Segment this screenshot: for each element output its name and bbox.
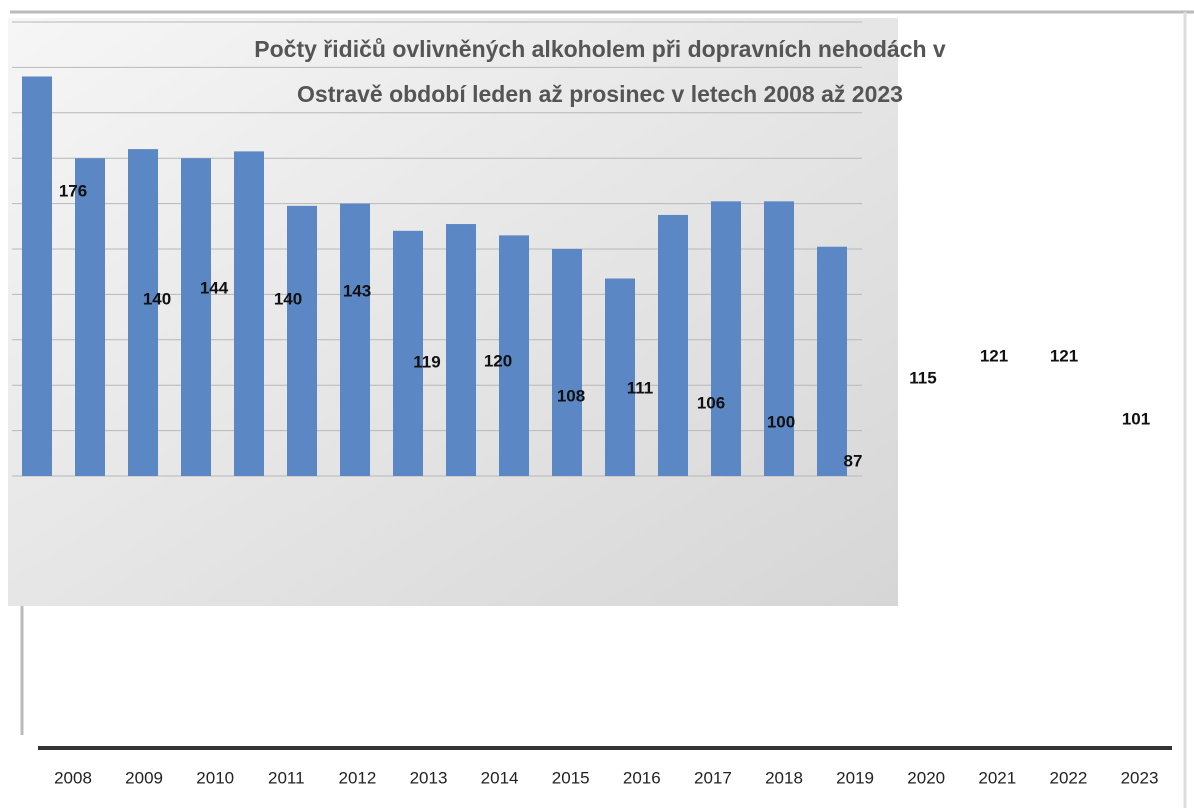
bar [75, 158, 105, 476]
bar [711, 201, 741, 476]
value-label: 176 [59, 181, 87, 200]
x-tick-label: 2012 [338, 768, 376, 787]
value-label: 119 [413, 352, 440, 371]
bar [287, 205, 317, 476]
x-tick-label: 2009 [125, 768, 163, 787]
x-tick-label: 2016 [623, 768, 661, 787]
x-tick-label: 2017 [694, 768, 732, 787]
bar [552, 249, 582, 476]
bar [605, 278, 635, 476]
x-tick-label: 2015 [552, 768, 590, 787]
x-tick-label: 2018 [765, 768, 803, 787]
bar [658, 214, 688, 476]
bar [340, 203, 370, 476]
value-label: 115 [909, 368, 936, 387]
value-label: 101 [1122, 409, 1150, 428]
x-tick-label: 2022 [1049, 768, 1087, 787]
bar [764, 201, 794, 476]
value-label: 106 [697, 393, 725, 412]
value-label: 144 [200, 278, 229, 297]
value-label: 108 [557, 386, 585, 405]
x-tick-label: 2010 [196, 768, 234, 787]
value-label: 111 [627, 378, 654, 397]
bar [234, 151, 264, 476]
bar [393, 230, 423, 476]
x-tick-label: 2023 [1121, 768, 1159, 787]
x-tick-label: 2020 [907, 768, 945, 787]
value-label: 143 [343, 281, 371, 300]
x-tick-label: 2021 [978, 768, 1016, 787]
bar [817, 246, 847, 476]
bar [128, 149, 158, 476]
chart-title: Počty řidičů ovlivněných alkoholem při d… [254, 36, 946, 62]
chart-title: Ostravě období leden až prosinec v letec… [297, 81, 903, 107]
bar [446, 224, 476, 476]
x-tick-label: 2008 [54, 768, 92, 787]
value-label: 100 [767, 412, 795, 431]
bar [22, 76, 52, 476]
bar [181, 158, 211, 476]
x-tick-label: 2011 [268, 768, 305, 787]
value-label: 87 [844, 451, 863, 470]
value-label: 140 [274, 289, 302, 308]
value-label: 121 [980, 346, 1008, 365]
value-label: 121 [1050, 346, 1078, 365]
value-label: 120 [484, 351, 512, 370]
x-tick-label: 2014 [481, 768, 519, 787]
bar [499, 235, 529, 476]
value-label: 140 [143, 289, 171, 308]
x-tick-label: 2019 [836, 768, 874, 787]
x-tick-label: 2013 [410, 768, 448, 787]
